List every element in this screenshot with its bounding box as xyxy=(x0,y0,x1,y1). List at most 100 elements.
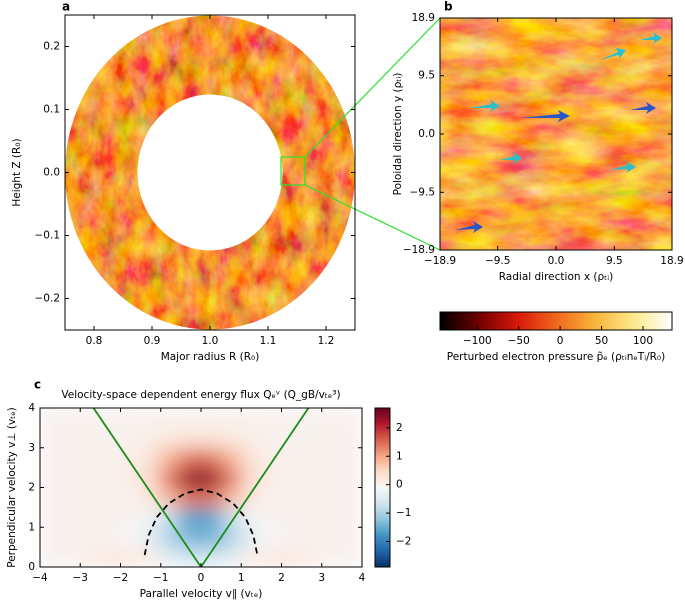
heatmap-cell xyxy=(200,506,223,529)
curve xyxy=(143,488,259,556)
x-tick-label: 1.1 xyxy=(260,335,277,347)
heatmap-cell xyxy=(200,486,223,509)
heatmap-cell xyxy=(99,446,122,469)
panel-label: c xyxy=(34,378,41,392)
heatmap-cell xyxy=(59,486,82,509)
heatmap-cell xyxy=(280,506,303,529)
heatmap-cell xyxy=(40,506,62,529)
heatmap-cell xyxy=(340,506,362,529)
heatmap-cell xyxy=(340,526,362,549)
heatmap-cell xyxy=(300,466,323,489)
heatmap-cell xyxy=(320,466,343,489)
heatmap-cell xyxy=(119,546,142,567)
heatmap-cell xyxy=(340,446,362,469)
heatmap-cell xyxy=(119,466,142,489)
panel-label: b xyxy=(444,0,453,14)
heatmap-cell xyxy=(280,526,303,549)
x-tick-label: 9.5 xyxy=(606,255,623,267)
heatmap-cell xyxy=(79,408,102,429)
heatmap-cell xyxy=(340,408,362,429)
heatmap-cell xyxy=(99,506,122,529)
heatmap-cell xyxy=(59,506,82,529)
heatmap-cell xyxy=(159,546,182,567)
x-tick-label: 1.0 xyxy=(202,335,219,347)
heatmap-cell xyxy=(280,486,303,509)
heatmap-cell xyxy=(139,446,162,469)
zoom-line xyxy=(304,184,441,251)
x-tick-label: 1.2 xyxy=(318,335,335,347)
x-tick-label: 3 xyxy=(318,572,325,584)
heatmap-cell xyxy=(320,446,343,469)
heatmap-cell xyxy=(139,408,162,429)
heatmap-cell xyxy=(260,486,283,509)
heatmap-cell xyxy=(220,446,243,469)
heatmap-cell xyxy=(40,426,62,449)
colorbar-tick-label: −100 xyxy=(463,335,492,347)
heatmap-cell xyxy=(320,486,343,509)
heatmap-cell xyxy=(300,446,323,469)
heatmap-cell xyxy=(139,486,162,509)
heatmap-cell xyxy=(320,408,343,429)
heatmap-cell xyxy=(320,546,343,567)
x-tick-label: 1 xyxy=(238,572,245,584)
x-axis-label: Radial direction x (ρₜᵢ) xyxy=(499,271,614,283)
heatmap-cell xyxy=(260,546,283,567)
x-tick-label: −4 xyxy=(32,572,48,584)
y-tick-label: 3 xyxy=(28,442,35,454)
heatmap-cell xyxy=(119,506,142,529)
x-axis-label: Major radius R (R₀) xyxy=(161,351,260,363)
heatmap-cell xyxy=(200,526,223,549)
heatmap-cell xyxy=(139,526,162,549)
heatmap-cell xyxy=(200,426,223,449)
heatmap-cell xyxy=(300,426,323,449)
heatmap-cell xyxy=(159,506,182,529)
heatmap-cell xyxy=(79,526,102,549)
y-axis-label: Perpendicular velocity v⊥ (vₜₑ) xyxy=(6,407,18,567)
heatmap-cell xyxy=(179,526,202,549)
heatmap-cell xyxy=(119,408,142,429)
y-tick-label: 0.0 xyxy=(418,128,435,140)
heatmap-cell xyxy=(99,426,122,449)
heatmap-cell xyxy=(280,408,303,429)
colorbar xyxy=(439,311,673,331)
y-tick-label: 4 xyxy=(28,402,35,414)
colorbar-label: Perturbed electron pressure p̃ₑ (ρₜᵢnₑTᵢ… xyxy=(447,351,665,363)
heatmap-cell xyxy=(280,546,303,567)
heatmap-cell xyxy=(320,506,343,529)
zoom-line xyxy=(304,17,441,158)
heatmap-cell xyxy=(220,426,243,449)
heatmap-cell xyxy=(220,526,243,549)
heatmap-cell xyxy=(79,486,102,509)
x-tick-label: 4 xyxy=(359,572,366,584)
heatmap-cell xyxy=(40,466,62,489)
heatmap-cell xyxy=(200,466,223,489)
heatmap-cell xyxy=(220,486,243,509)
heatmap-cell xyxy=(300,408,323,429)
colorbar-tick-label: 0 xyxy=(396,479,403,491)
y-tick-label: −18.9 xyxy=(403,244,435,256)
heatmap-cell xyxy=(99,486,122,509)
heatmap-cell xyxy=(79,546,102,567)
x-tick-label: −18.9 xyxy=(424,255,456,267)
heatmap-cell xyxy=(139,466,162,489)
heatmap-cell xyxy=(59,526,82,549)
heatmap-cells xyxy=(40,408,362,567)
y-axis-label: Poloidal direction y (ρₜᵢ) xyxy=(392,73,404,196)
heatmap-cell xyxy=(99,546,122,567)
heatmap-cell xyxy=(280,466,303,489)
x-tick-label: 0.0 xyxy=(548,255,565,267)
heatmap-cell xyxy=(159,426,182,449)
colorbar-tick-label: 50 xyxy=(595,335,608,347)
heatmap-cell xyxy=(240,486,263,509)
zoom-image xyxy=(440,18,672,250)
colorbar-tick-label: −50 xyxy=(508,335,530,347)
chart-title: Velocity-space dependent energy flux Qₑᵛ… xyxy=(61,389,340,401)
heatmap-cell xyxy=(79,446,102,469)
heatmap-cell xyxy=(240,526,263,549)
y-tick-label: 0 xyxy=(28,561,35,573)
heatmap-cell xyxy=(139,506,162,529)
heatmap-cell xyxy=(79,466,102,489)
heatmap-cell xyxy=(59,408,82,429)
heatmap-cell xyxy=(260,526,283,549)
heatmap-cell xyxy=(220,466,243,489)
